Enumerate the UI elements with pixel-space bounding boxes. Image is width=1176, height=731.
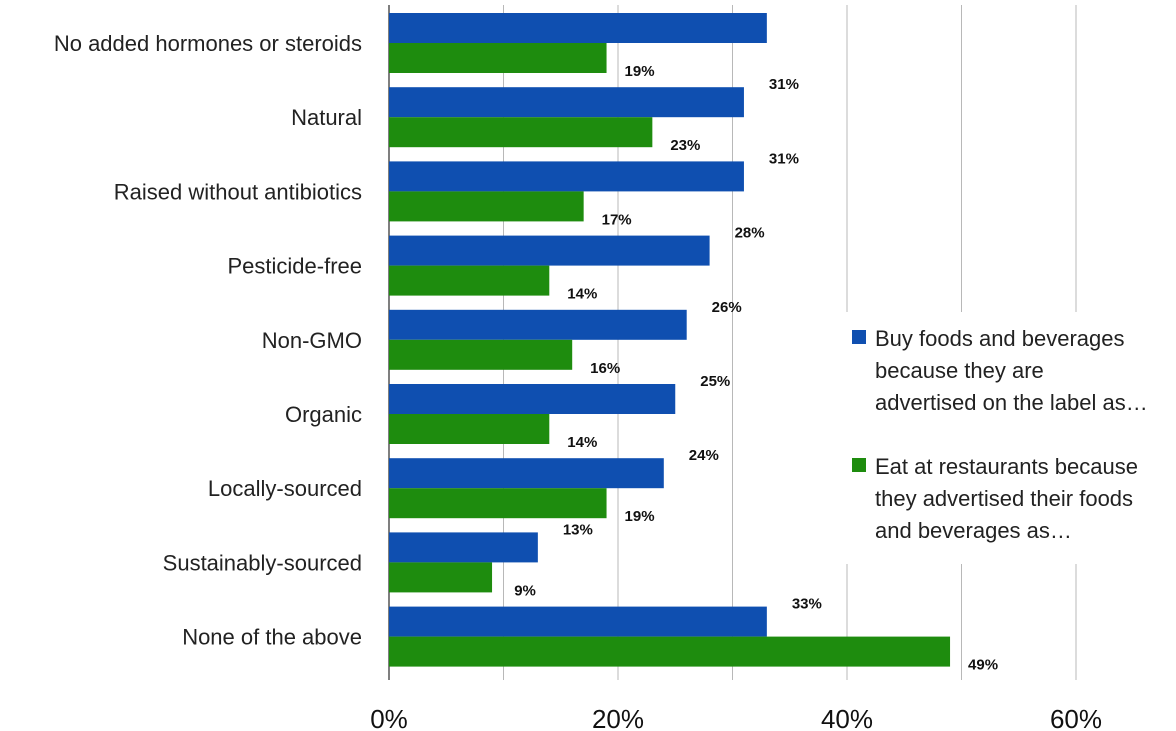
data-label: 17% bbox=[602, 211, 632, 228]
legend-swatch bbox=[852, 330, 866, 344]
bar-restaurant-advertised bbox=[389, 339, 573, 370]
bar-restaurant-advertised bbox=[389, 636, 951, 667]
legend: Buy foods and beverages because they are a… bbox=[842, 312, 1176, 564]
category-label: No added hormones or steroids bbox=[54, 31, 362, 56]
bar-label-advertised bbox=[389, 13, 767, 43]
bars bbox=[389, 13, 951, 667]
category-label: Natural bbox=[291, 105, 362, 130]
bar-label-advertised bbox=[389, 235, 710, 266]
x-tick-label: 40% bbox=[821, 704, 873, 731]
category-labels: No added hormones or steroids Natural Rais… bbox=[54, 31, 362, 650]
category-label: Raised without antibiotics bbox=[114, 179, 362, 204]
bar-label-advertised bbox=[389, 87, 744, 118]
category-label: None of the above bbox=[182, 625, 362, 650]
legend-swatch bbox=[852, 458, 866, 472]
data-label: 25% bbox=[700, 373, 730, 390]
data-label: 49% bbox=[968, 657, 998, 674]
bar-restaurant-advertised bbox=[389, 488, 607, 519]
legend-background bbox=[842, 312, 1176, 564]
data-label: 14% bbox=[567, 286, 597, 303]
data-label: 13% bbox=[563, 521, 593, 538]
legend-entry-text: they advertised their foods bbox=[875, 486, 1133, 511]
bar-label-advertised bbox=[389, 458, 664, 489]
data-label: 31% bbox=[769, 150, 799, 167]
data-label: 16% bbox=[590, 360, 620, 377]
data-label: 9% bbox=[514, 582, 536, 599]
data-label: 19% bbox=[625, 63, 655, 80]
data-label: 33% bbox=[792, 596, 822, 613]
bar-label-advertised bbox=[389, 384, 676, 414]
bar-label-advertised bbox=[389, 309, 687, 340]
legend-entry-text: advertised on the label as… bbox=[875, 390, 1148, 415]
data-labels: 19% 31% 23% 31% 17% 28% 14% 26% 16% 25% 14% 24% 19% 1… bbox=[514, 63, 998, 674]
legend-entry-text: because they are bbox=[875, 358, 1044, 383]
category-label: Non-GMO bbox=[262, 328, 362, 353]
data-label: 23% bbox=[670, 137, 700, 154]
bar-label-advertised bbox=[389, 606, 767, 637]
bar-label-advertised bbox=[389, 532, 538, 563]
x-axis-tick-labels: 0% 20% 40% 60% bbox=[370, 704, 1102, 731]
category-label: Locally-sourced bbox=[208, 476, 362, 501]
x-tick-label: 60% bbox=[1050, 704, 1102, 731]
data-label: 31% bbox=[769, 76, 799, 93]
data-label: 28% bbox=[735, 225, 765, 242]
bar-restaurant-advertised bbox=[389, 43, 607, 73]
bar-restaurant-advertised bbox=[389, 265, 550, 296]
data-label: 26% bbox=[712, 299, 742, 316]
data-label: 14% bbox=[567, 434, 597, 451]
category-label: Pesticide-free bbox=[227, 254, 362, 279]
x-tick-label: 0% bbox=[370, 704, 408, 731]
legend-entry-text: Eat at restaurants because bbox=[875, 454, 1138, 479]
legend-entry-text: and beverages as… bbox=[875, 518, 1072, 543]
x-tick-label: 20% bbox=[592, 704, 644, 731]
legend-entry-text: Buy foods and beverages bbox=[875, 326, 1125, 351]
bar-label-advertised bbox=[389, 161, 744, 192]
bar-restaurant-advertised bbox=[389, 191, 584, 222]
bar-restaurant-advertised bbox=[389, 414, 550, 444]
data-label: 19% bbox=[625, 508, 655, 525]
category-label: Organic bbox=[285, 402, 362, 427]
category-label: Sustainably-sourced bbox=[163, 550, 362, 575]
bar-restaurant-advertised bbox=[389, 562, 493, 593]
bar-restaurant-advertised bbox=[389, 117, 653, 148]
data-label: 24% bbox=[689, 447, 719, 464]
